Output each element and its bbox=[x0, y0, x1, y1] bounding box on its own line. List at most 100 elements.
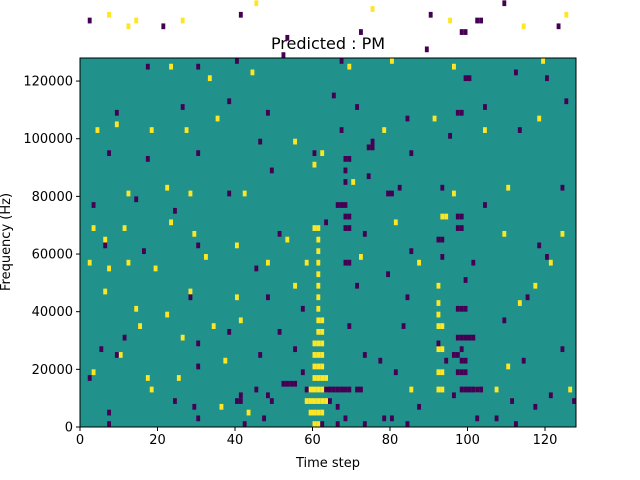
low-value-cell bbox=[502, 317, 507, 324]
high-value-cell bbox=[316, 386, 321, 393]
high-value-cell bbox=[180, 17, 185, 24]
low-value-cell bbox=[405, 421, 410, 427]
high-value-cell bbox=[207, 75, 212, 82]
high-value-cell bbox=[316, 282, 321, 289]
high-value-cell bbox=[320, 317, 325, 324]
high-value-cell bbox=[436, 386, 441, 393]
low-value-cell bbox=[289, 380, 294, 387]
high-value-cell bbox=[316, 340, 321, 347]
y-tick-label: 40000 bbox=[32, 305, 73, 320]
high-value-cell bbox=[250, 69, 255, 76]
low-value-cell bbox=[463, 357, 468, 364]
low-value-cell bbox=[417, 403, 422, 410]
low-value-cell bbox=[390, 190, 394, 197]
high-value-cell bbox=[320, 398, 325, 404]
low-value-cell bbox=[452, 392, 456, 399]
low-value-cell bbox=[378, 357, 383, 364]
high-value-cell bbox=[440, 346, 445, 353]
high-value-cell bbox=[91, 225, 96, 231]
low-value-cell bbox=[343, 415, 348, 422]
high-value-cell bbox=[312, 161, 317, 168]
low-value-cell bbox=[444, 357, 449, 364]
high-value-cell bbox=[312, 375, 317, 381]
low-value-cell bbox=[235, 398, 239, 404]
high-value-cell bbox=[320, 328, 325, 335]
low-value-cell bbox=[347, 259, 352, 266]
low-value-cell bbox=[227, 328, 232, 335]
low-value-cell bbox=[362, 352, 367, 358]
high-value-cell bbox=[145, 375, 150, 381]
low-value-cell bbox=[188, 294, 193, 301]
high-value-cell bbox=[114, 121, 119, 128]
high-value-cell bbox=[436, 369, 441, 376]
low-value-cell bbox=[347, 156, 352, 162]
high-value-cell bbox=[390, 58, 394, 64]
low-value-cell bbox=[285, 380, 290, 387]
high-value-cell bbox=[316, 294, 321, 301]
low-value-cell bbox=[471, 259, 476, 266]
low-value-cell bbox=[227, 190, 232, 197]
high-value-cell bbox=[316, 225, 321, 231]
low-value-cell bbox=[343, 386, 348, 393]
low-value-cell bbox=[355, 104, 360, 110]
high-value-cell bbox=[308, 409, 313, 416]
high-value-cell bbox=[215, 115, 220, 122]
low-value-cell bbox=[343, 202, 348, 208]
low-value-cell bbox=[397, 184, 402, 191]
low-value-cell bbox=[103, 242, 108, 249]
low-value-cell bbox=[343, 213, 348, 220]
low-value-cell bbox=[262, 415, 267, 422]
x-tick-label: 60 bbox=[304, 433, 321, 448]
low-value-cell bbox=[502, 0, 507, 7]
high-value-cell bbox=[494, 386, 499, 393]
low-value-cell bbox=[285, 34, 290, 41]
low-value-cell bbox=[300, 305, 305, 312]
low-value-cell bbox=[463, 75, 468, 82]
low-value-cell bbox=[300, 369, 305, 376]
high-value-cell bbox=[393, 219, 398, 226]
low-value-cell bbox=[343, 225, 348, 231]
high-value-cell bbox=[180, 334, 185, 341]
low-value-cell bbox=[196, 415, 201, 422]
low-value-cell bbox=[339, 127, 344, 133]
low-value-cell bbox=[455, 369, 460, 376]
y-axis-label: Frequency (Hz) bbox=[0, 193, 14, 291]
high-value-cell bbox=[436, 282, 441, 289]
high-value-cell bbox=[285, 236, 290, 243]
high-value-cell bbox=[107, 265, 112, 272]
high-value-cell bbox=[541, 58, 546, 64]
high-value-cell bbox=[254, 0, 259, 7]
low-value-cell bbox=[537, 242, 542, 249]
low-value-cell bbox=[343, 156, 348, 162]
high-value-cell bbox=[91, 369, 96, 376]
low-value-cell bbox=[107, 409, 112, 416]
low-value-cell bbox=[409, 150, 414, 157]
low-value-cell bbox=[114, 109, 119, 116]
high-value-cell bbox=[312, 421, 317, 427]
high-value-cell bbox=[312, 386, 317, 393]
high-value-cell bbox=[153, 265, 158, 272]
low-value-cell bbox=[254, 265, 259, 272]
high-value-cell bbox=[324, 375, 329, 381]
high-value-cell bbox=[316, 328, 321, 335]
low-value-cell bbox=[173, 398, 177, 404]
high-value-cell bbox=[211, 323, 216, 329]
low-value-cell bbox=[347, 225, 352, 231]
high-value-cell bbox=[87, 259, 92, 266]
low-value-cell bbox=[180, 104, 185, 110]
high-value-cell bbox=[238, 317, 243, 324]
high-value-cell bbox=[246, 409, 251, 416]
low-value-cell bbox=[242, 421, 247, 427]
low-value-cell bbox=[362, 421, 367, 427]
high-value-cell bbox=[184, 127, 189, 133]
high-value-cell bbox=[432, 115, 437, 122]
low-value-cell bbox=[452, 352, 456, 358]
low-value-cell bbox=[269, 398, 274, 404]
high-value-cell bbox=[169, 63, 174, 70]
high-value-cell bbox=[242, 190, 247, 197]
plot-frame bbox=[79, 57, 577, 428]
low-value-cell bbox=[266, 392, 270, 399]
low-value-cell bbox=[455, 352, 460, 358]
low-value-cell bbox=[312, 150, 317, 157]
